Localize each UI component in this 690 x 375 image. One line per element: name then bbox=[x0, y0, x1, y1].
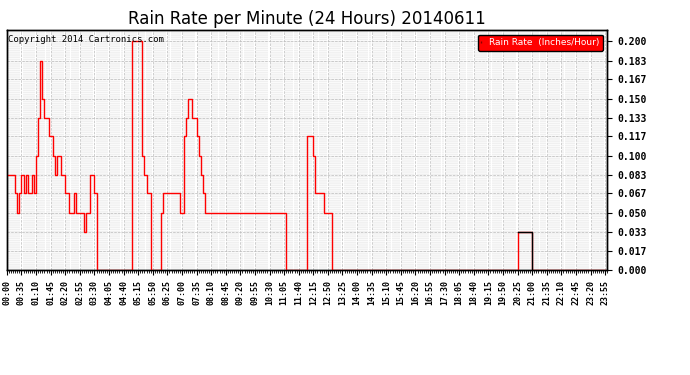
Legend: Rain Rate  (Inches/Hour): Rain Rate (Inches/Hour) bbox=[478, 34, 602, 51]
Title: Rain Rate per Minute (24 Hours) 20140611: Rain Rate per Minute (24 Hours) 20140611 bbox=[128, 10, 486, 28]
Text: Copyright 2014 Cartronics.com: Copyright 2014 Cartronics.com bbox=[8, 35, 164, 44]
